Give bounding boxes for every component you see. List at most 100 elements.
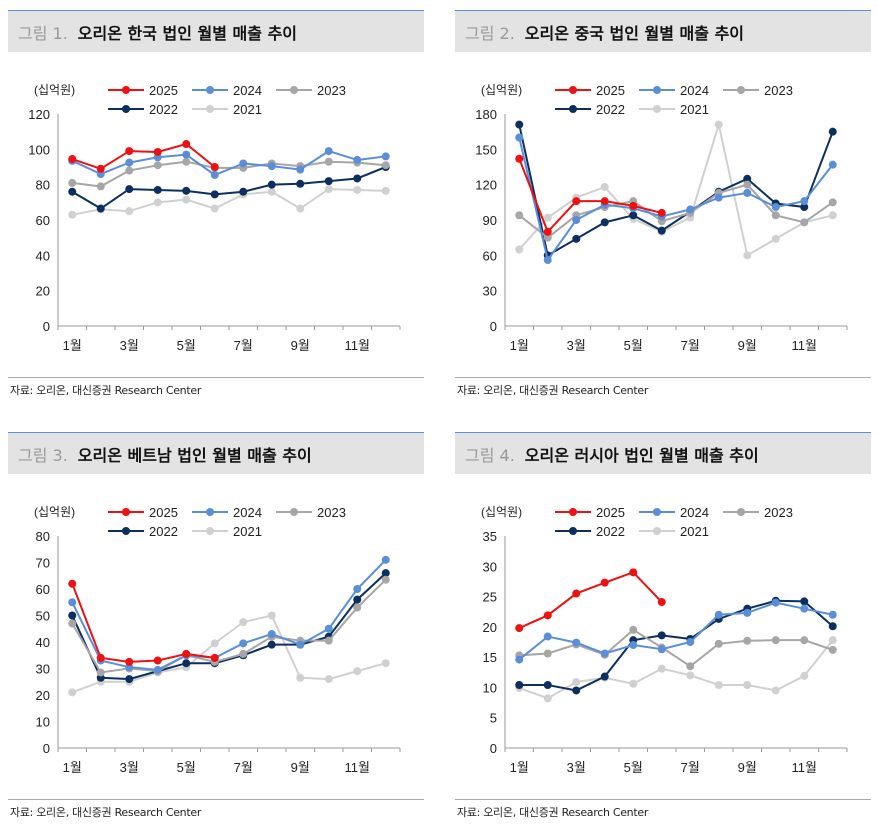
legend-item-2022: 2022 — [108, 102, 178, 117]
y-tick-label: 25 — [483, 590, 497, 605]
legend-marker — [569, 527, 577, 535]
data-point-2024 — [210, 170, 219, 179]
y-tick-label: 20 — [36, 688, 50, 703]
data-point-2023 — [353, 603, 362, 612]
data-point-2025 — [182, 140, 191, 149]
data-point-2024 — [324, 147, 333, 156]
series-line-2025 — [518, 571, 663, 629]
data-point-2022 — [182, 659, 191, 668]
data-point-2025 — [96, 653, 105, 662]
legend-marker — [737, 86, 745, 94]
legend-label: 2025 — [596, 505, 625, 520]
series-line-2022 — [71, 166, 387, 210]
legend-label: 2022 — [149, 102, 178, 117]
source-note: 자료: 오리온, 대신증권 Research Center — [457, 806, 649, 819]
y-tick-label: 0 — [43, 319, 50, 334]
data-point-2022 — [267, 640, 276, 649]
divider — [455, 377, 871, 378]
series-line-2025 — [518, 158, 662, 234]
series-line-2022 — [519, 599, 834, 692]
data-point-2025 — [543, 227, 552, 236]
legend-label: 2024 — [233, 83, 262, 98]
data-point-2023 — [381, 575, 390, 584]
data-point-2024 — [743, 188, 752, 197]
chart-title-bar: 그림 2. 오리온 중국 법인 월별 매출 추이 — [455, 10, 871, 52]
chart-title-bar: 그림 4. 오리온 러시아 법인 월별 매출 추이 — [455, 432, 871, 474]
x-tick-label: 9월 — [291, 338, 310, 353]
legend-item-2023: 2023 — [723, 505, 793, 520]
data-point-2021 — [267, 187, 276, 196]
y-tick-label: 35 — [483, 529, 497, 544]
data-point-2021 — [353, 185, 362, 194]
data-point-2024 — [296, 165, 305, 174]
legend-item-2021: 2021 — [192, 524, 262, 539]
data-point-2024 — [324, 624, 333, 633]
data-point-2022 — [68, 611, 77, 620]
data-point-2022 — [828, 622, 837, 631]
data-point-2025 — [125, 657, 134, 666]
y-tick-label: 30 — [483, 559, 497, 574]
line-chart: (십억원) 0 20 40 60 80 100 120 1월 3월 5월 7월 9월 11월 2025 202… — [28, 83, 401, 353]
legend-label: 2024 — [680, 83, 709, 98]
data-point-2023 — [828, 645, 837, 654]
data-point-2023 — [125, 166, 134, 175]
x-tick-label: 11월 — [792, 338, 817, 353]
y-tick-label: 70 — [36, 556, 50, 571]
chart-title: 오리온 중국 법인 월별 매출 추이 — [524, 23, 745, 43]
chart-title-bar: 그림 3. 오리온 베트남 법인 월별 매출 추이 — [8, 432, 424, 474]
legend-label: 2021 — [680, 102, 709, 117]
data-point-2023 — [68, 178, 77, 187]
data-point-2021 — [543, 213, 552, 222]
legend-marker — [569, 86, 577, 94]
legend-item-2025: 2025 — [555, 505, 625, 520]
legend-item-2021: 2021 — [639, 524, 709, 539]
y-tick-label: 20 — [483, 620, 497, 635]
data-point-2022 — [600, 672, 609, 681]
legend-marker — [122, 105, 130, 113]
legend-label: 2023 — [317, 83, 346, 98]
y-tick-label: 0 — [43, 741, 50, 756]
legend-marker — [569, 508, 577, 516]
data-point-2021 — [771, 686, 780, 695]
data-point-2024 — [125, 158, 134, 167]
y-tick-label: 120 — [475, 178, 497, 193]
data-point-2025 — [153, 656, 162, 665]
data-point-2021 — [828, 636, 837, 645]
series-line-2021 — [518, 639, 834, 700]
legend-item-2025: 2025 — [108, 505, 178, 520]
data-point-2025 — [210, 653, 219, 662]
series-line-2022 — [71, 572, 387, 681]
legend-marker — [653, 86, 661, 94]
series-line-2023 — [519, 628, 834, 668]
data-point-2023 — [800, 636, 809, 645]
data-point-2021 — [600, 183, 609, 192]
data-point-2021 — [296, 204, 305, 213]
data-point-2022 — [828, 127, 837, 136]
data-point-2024 — [572, 216, 581, 224]
data-point-2021 — [743, 681, 752, 690]
data-point-2021 — [686, 671, 695, 680]
data-point-2022 — [572, 234, 581, 243]
data-point-2022 — [182, 186, 191, 195]
data-point-2025 — [68, 155, 77, 164]
legend-item-2022: 2022 — [555, 102, 625, 117]
legend-marker — [653, 527, 661, 535]
data-point-2022 — [353, 174, 362, 183]
divider — [8, 377, 424, 378]
data-point-2022 — [210, 190, 219, 199]
data-point-2022 — [353, 595, 362, 604]
legend-marker — [290, 86, 298, 94]
data-point-2022 — [600, 218, 609, 227]
data-point-2023 — [686, 662, 695, 671]
y-unit-label: (십억원) — [34, 505, 75, 519]
data-point-2022 — [125, 675, 134, 684]
data-point-2021 — [657, 664, 666, 673]
data-point-2021 — [714, 681, 723, 690]
data-point-2023 — [182, 157, 191, 166]
legend-item-2021: 2021 — [192, 102, 262, 117]
data-point-2021 — [68, 688, 77, 697]
y-tick-label: 60 — [36, 582, 50, 597]
data-point-2023 — [381, 161, 390, 170]
y-tick-label: 100 — [28, 142, 50, 157]
